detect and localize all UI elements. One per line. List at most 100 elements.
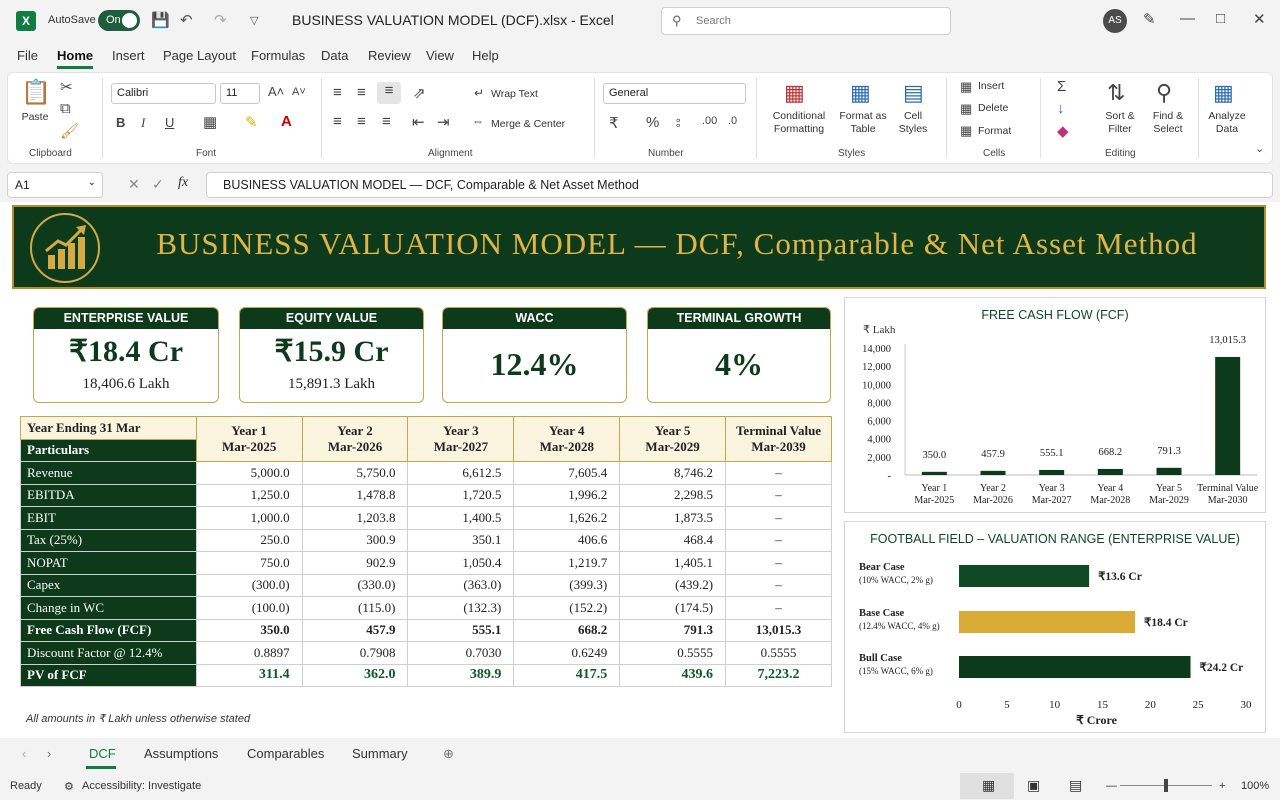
table-cell[interactable]: 5,750.0 — [301, 461, 409, 485]
increase-indent-icon[interactable]: ⇥ — [437, 114, 450, 131]
maximize-button[interactable]: □ — [1216, 10, 1226, 27]
format-painter-icon[interactable]: 🖌 — [60, 123, 80, 140]
sort-filter-button[interactable]: Sort & Filter — [1105, 110, 1135, 135]
font-color-icon[interactable]: A — [281, 113, 292, 130]
table-cell[interactable]: 1,720.5 — [407, 483, 515, 507]
table-cell[interactable]: – — [725, 528, 832, 552]
italic-icon[interactable]: I — [141, 115, 146, 130]
table-cell[interactable]: (439.2) — [619, 573, 727, 597]
accessibility-status[interactable]: Accessibility: Investigate — [82, 780, 202, 792]
menu-file[interactable]: File — [17, 48, 38, 63]
clear-icon[interactable]: ◆ — [1057, 123, 1069, 140]
cell-styles-icon[interactable]: ▤ — [903, 80, 924, 105]
underline-icon[interactable]: U — [165, 115, 175, 130]
table-cell[interactable]: (152.2) — [513, 596, 621, 620]
sheet-tab-summary[interactable]: Summary — [352, 746, 408, 761]
row-label[interactable]: Free Cash Flow (FCF) — [20, 618, 197, 642]
table-cell[interactable]: 1,996.2 — [513, 483, 621, 507]
zoom-level[interactable]: 100% — [1241, 780, 1270, 792]
add-sheet-icon[interactable]: ⊕ — [443, 746, 454, 761]
table-cell[interactable]: 389.9 — [407, 663, 515, 687]
table-cell[interactable]: 2,298.5 — [619, 483, 727, 507]
row-label[interactable]: Change in WC — [20, 596, 197, 620]
increase-decimal-icon[interactable]: .00 — [702, 115, 718, 127]
table-cell[interactable]: 0.5555 — [619, 641, 727, 665]
fill-color-icon[interactable]: ✎ — [245, 114, 258, 131]
find-select-button[interactable]: Find & Select — [1152, 110, 1184, 135]
decrease-indent-icon[interactable]: ⇤ — [412, 114, 425, 131]
table-cell[interactable]: 362.0 — [301, 663, 409, 687]
table-cell[interactable]: 13,015.3 — [725, 618, 832, 642]
delete-cells-button[interactable]: Delete — [978, 102, 1009, 114]
table-cell[interactable]: 0.7908 — [301, 641, 409, 665]
number-format-select[interactable]: General — [603, 83, 746, 104]
decrease-font-icon[interactable]: A˅ — [292, 86, 306, 98]
align-bottom-icon[interactable]: ≡ — [377, 82, 401, 104]
table-cell[interactable]: 1,626.2 — [513, 506, 621, 530]
copy-icon[interactable]: ⧉ — [60, 100, 71, 117]
decrease-decimal-icon[interactable]: .0 — [728, 115, 738, 127]
table-cell[interactable]: 439.6 — [619, 663, 727, 687]
delete-cells-icon[interactable]: ▦ — [960, 101, 973, 116]
table-cell[interactable]: 468.4 — [619, 528, 727, 552]
page-break-view-icon[interactable]: ▤ — [1069, 777, 1083, 793]
insert-cells-icon[interactable]: ▦ — [960, 79, 973, 94]
table-cell[interactable]: 250.0 — [195, 528, 303, 552]
normal-view-button[interactable] — [960, 773, 1014, 799]
scroll-left-icon[interactable]: ‹ — [22, 746, 27, 761]
table-cell[interactable]: 300.9 — [301, 528, 409, 552]
table-cell[interactable]: – — [725, 551, 832, 575]
save-icon[interactable]: 💾 — [151, 12, 170, 29]
table-cell[interactable]: – — [725, 573, 832, 597]
row-label[interactable]: Revenue — [20, 461, 197, 485]
insert-function-icon[interactable]: fx — [178, 175, 189, 190]
table-cell[interactable]: – — [725, 461, 832, 485]
sheet-tab-assumptions[interactable]: Assumptions — [144, 746, 219, 761]
merge-center-button[interactable]: Merge & Center — [491, 118, 566, 130]
align-left-icon[interactable]: ≡ — [333, 113, 342, 130]
row-label[interactable]: PV of FCF — [20, 663, 197, 687]
table-cell[interactable]: 1,219.7 — [513, 551, 621, 575]
align-center-icon[interactable]: ≡ — [357, 113, 366, 130]
table-cell[interactable]: (115.0) — [301, 596, 409, 620]
table-cell[interactable]: 350.0 — [195, 618, 303, 642]
format-cells-button[interactable]: Format — [978, 125, 1012, 137]
enter-icon[interactable]: ✓ — [152, 176, 164, 192]
comma-icon[interactable]: ⦂ — [676, 114, 681, 131]
row-label[interactable]: EBIT — [20, 506, 197, 530]
merge-center-icon[interactable]: ⇔ — [472, 114, 484, 128]
sheet-tab-comparables[interactable]: Comparables — [247, 746, 325, 761]
table-cell[interactable]: 417.5 — [513, 663, 621, 687]
undo-icon[interactable]: ↶ — [180, 12, 193, 29]
table-cell[interactable]: 1,405.1 — [619, 551, 727, 575]
conditional-formatting-icon[interactable]: ▦ — [784, 80, 805, 105]
table-cell[interactable]: 457.9 — [301, 618, 409, 642]
conditional-formatting-button[interactable]: Conditional Formatting — [772, 110, 826, 135]
borders-icon[interactable]: ▦ — [203, 114, 218, 131]
table-cell[interactable]: (363.0) — [407, 573, 515, 597]
autosum-icon[interactable]: Σ — [1057, 78, 1067, 95]
menu-data[interactable]: Data — [321, 48, 349, 63]
search-input[interactable]: ⚲ Search — [661, 7, 951, 35]
wrap-text-icon[interactable]: ↵ — [474, 86, 485, 100]
zoom-out-icon[interactable]: — — [1106, 780, 1117, 792]
table-cell[interactable]: (100.0) — [195, 596, 303, 620]
row-label[interactable]: EBITDA — [20, 483, 197, 507]
table-cell[interactable]: (330.0) — [301, 573, 409, 597]
fill-icon[interactable]: ↓ — [1057, 100, 1065, 117]
table-cell[interactable]: – — [725, 506, 832, 530]
table-cell[interactable]: 6,612.5 — [407, 461, 515, 485]
table-cell[interactable]: (399.3) — [513, 573, 621, 597]
table-cell[interactable]: 791.3 — [619, 618, 727, 642]
wrap-text-button[interactable]: Wrap Text — [491, 88, 538, 100]
table-cell[interactable]: 750.0 — [195, 551, 303, 575]
align-middle-icon[interactable]: ≡ — [357, 84, 366, 101]
analyze-data-icon[interactable]: ▦ — [1213, 80, 1234, 105]
increase-font-icon[interactable]: A˄ — [268, 84, 285, 99]
table-cell[interactable]: (132.3) — [407, 596, 515, 620]
table-cell[interactable]: 555.1 — [407, 618, 515, 642]
cell-styles-button[interactable]: Cell Styles — [898, 110, 928, 135]
menu-view[interactable]: View — [426, 48, 454, 63]
table-cell[interactable]: 0.8897 — [195, 641, 303, 665]
table-cell[interactable]: 5,000.0 — [195, 461, 303, 485]
